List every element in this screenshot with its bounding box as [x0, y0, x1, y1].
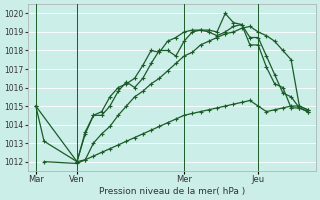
X-axis label: Pression niveau de la mer( hPa ): Pression niveau de la mer( hPa ) [99, 187, 245, 196]
